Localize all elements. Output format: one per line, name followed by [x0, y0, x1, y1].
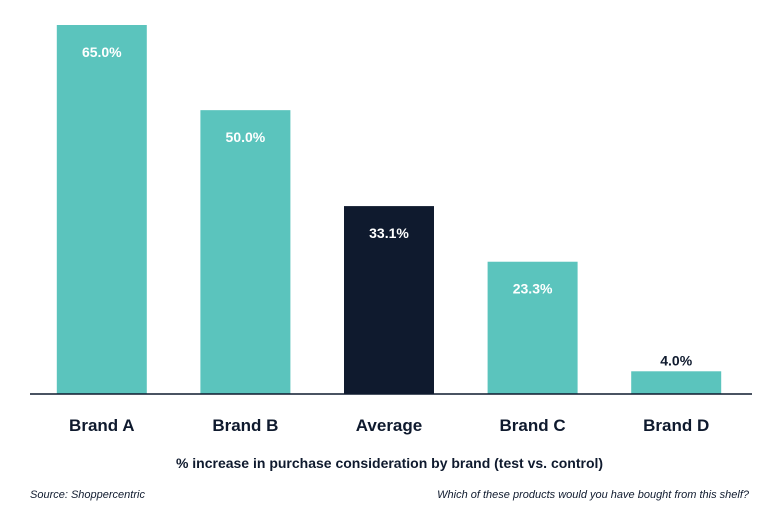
bar-brand-b	[200, 110, 291, 395]
category-label-brand-c: Brand C	[500, 416, 566, 435]
category-label-brand-d: Brand D	[643, 416, 709, 435]
survey-question-note: Which of these products would you have b…	[437, 489, 749, 501]
category-label-average: Average	[356, 416, 422, 435]
source-note: Source: Shoppercentric	[30, 489, 145, 501]
category-label-brand-a: Brand A	[69, 416, 135, 435]
bar-average	[344, 206, 434, 394]
bar-brand-a	[56, 25, 147, 394]
data-label-brand-a: 65.0%	[82, 44, 122, 60]
data-label-brand-b: 50.0%	[226, 129, 266, 145]
data-label-brand-c: 23.3%	[513, 281, 553, 297]
bar-brand-d	[631, 371, 722, 394]
x-axis-title: % increase in purchase consideration by …	[175, 455, 604, 471]
category-label-brand-b: Brand B	[212, 416, 278, 435]
data-label-brand-d: 4.0%	[660, 352, 692, 368]
data-label-average: 33.1%	[369, 225, 409, 241]
bar-brand-c	[487, 261, 578, 394]
